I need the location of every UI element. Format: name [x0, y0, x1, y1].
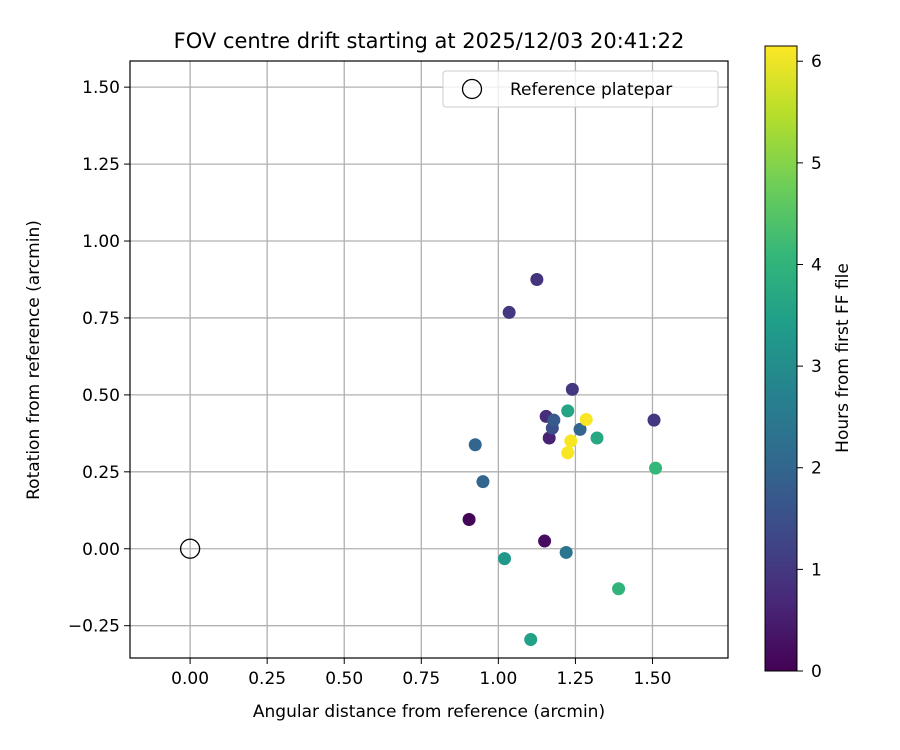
- data-point: [564, 434, 578, 448]
- data-point: [547, 413, 561, 427]
- data-point: [649, 461, 663, 475]
- colorbar: 0 1 2 3 4 5 6 Hours from first FF file: [764, 45, 853, 682]
- x-tick-label: 0.25: [248, 669, 286, 689]
- y-tick-label: 0.75: [82, 309, 120, 329]
- colorbar-tick-label: 4: [811, 255, 822, 275]
- grid: [130, 61, 728, 658]
- y-axis-ticks: −0.25 0.00 0.25 0.50 0.75 1.00 1.25 1.50: [68, 78, 130, 637]
- x-tick-label: 0.00: [171, 669, 209, 689]
- plot-frame: [129, 60, 729, 659]
- colorbar-ticks: 0 1 2 3 4 5 6: [797, 52, 822, 682]
- data-points: [462, 272, 663, 647]
- y-tick-label: 1.50: [82, 78, 120, 98]
- data-point: [573, 422, 587, 436]
- data-point: [476, 475, 490, 489]
- legend-reference-marker: [461, 78, 483, 100]
- colorbar-tick-label: 6: [811, 52, 822, 72]
- colorbar-tick-label: 2: [811, 459, 822, 479]
- y-tick-label: 0.50: [82, 386, 120, 406]
- x-axis-label: Angular distance from reference (arcmin): [253, 702, 605, 722]
- colorbar-frame: [764, 45, 798, 672]
- data-point: [612, 582, 626, 596]
- data-point: [498, 552, 512, 566]
- reference-marker-layer: [179, 538, 201, 559]
- data-point: [530, 272, 544, 286]
- data-point: [524, 633, 538, 647]
- data-point: [468, 438, 482, 452]
- y-axis-label: Rotation from reference (arcmin): [24, 220, 44, 500]
- data-point: [559, 545, 573, 559]
- legend-label: Reference platepar: [510, 80, 672, 100]
- y-tick-label: 1.00: [82, 232, 120, 252]
- data-point: [579, 413, 593, 427]
- colorbar-label: Hours from first FF file: [833, 263, 853, 453]
- legend: Reference platepar: [442, 70, 719, 108]
- x-tick-label: 1.50: [634, 669, 672, 689]
- chart-title: FOV centre drift starting at 2025/12/03 …: [174, 29, 685, 53]
- colorbar-tick-label: 3: [811, 357, 822, 377]
- y-tick-label: 0.00: [82, 540, 120, 560]
- y-tick-label: −0.25: [68, 617, 120, 637]
- reference-platepar-marker: [179, 538, 201, 559]
- data-point: [565, 382, 579, 396]
- colorbar-tick-label: 0: [811, 662, 822, 682]
- data-point: [561, 404, 575, 418]
- data-point: [647, 413, 661, 427]
- x-tick-label: 1.25: [556, 669, 594, 689]
- data-point: [462, 513, 476, 527]
- data-point: [502, 305, 516, 319]
- colorbar-tick-label: 5: [811, 154, 822, 174]
- x-tick-label: 1.00: [479, 669, 517, 689]
- y-tick-label: 0.25: [82, 463, 120, 483]
- x-axis-ticks: 0.00 0.25 0.50 0.75 1.00 1.25 1.50: [171, 658, 671, 689]
- y-tick-label: 1.25: [82, 155, 120, 175]
- x-tick-label: 0.75: [402, 669, 440, 689]
- colorbar-tick-label: 1: [811, 560, 822, 580]
- x-tick-label: 0.50: [325, 669, 363, 689]
- data-point: [538, 534, 552, 548]
- data-point: [590, 431, 604, 445]
- colorbar-gradient: [765, 46, 797, 671]
- data-point: [561, 446, 575, 460]
- data-point: [542, 431, 556, 445]
- legend-box: [442, 70, 719, 108]
